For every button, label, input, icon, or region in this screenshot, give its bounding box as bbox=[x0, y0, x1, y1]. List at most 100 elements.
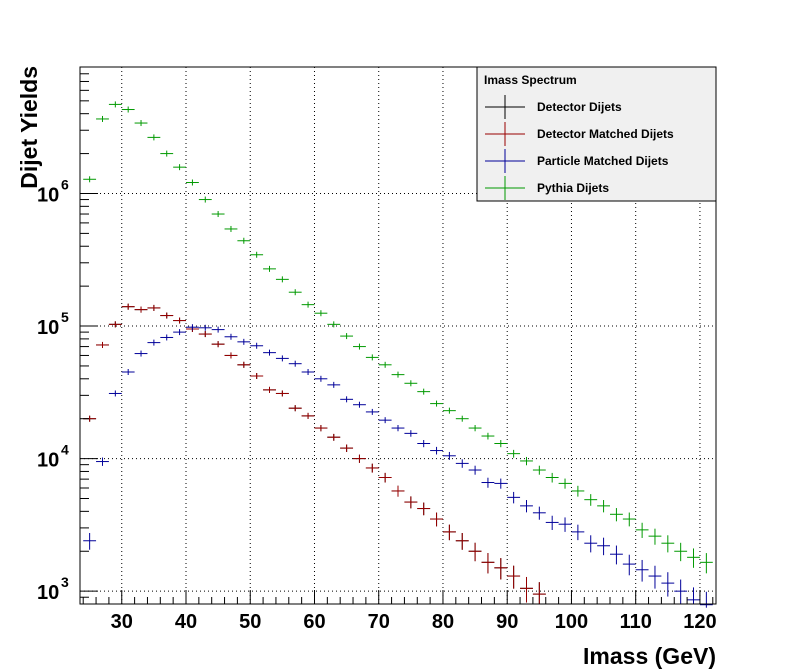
data-point bbox=[635, 559, 649, 582]
data-point bbox=[442, 451, 456, 460]
y-tick-exponent: 4 bbox=[61, 442, 69, 458]
data-point bbox=[391, 425, 405, 432]
data-point bbox=[699, 591, 713, 608]
data-point bbox=[417, 502, 431, 516]
data-point bbox=[520, 576, 533, 603]
data-point bbox=[250, 372, 264, 379]
data-point bbox=[275, 355, 289, 362]
data-point bbox=[378, 417, 392, 424]
x-tick-label: 100 bbox=[555, 611, 588, 633]
data-point bbox=[353, 401, 366, 408]
data-point bbox=[468, 542, 482, 562]
y-tick-base: 10 bbox=[37, 450, 59, 472]
data-point bbox=[340, 333, 354, 340]
grid bbox=[80, 67, 716, 604]
data-point bbox=[442, 407, 456, 414]
data-point bbox=[96, 115, 109, 122]
data-point bbox=[430, 512, 443, 527]
data-point bbox=[224, 225, 238, 232]
y-tick-label: 10 6 bbox=[37, 176, 69, 206]
data-point bbox=[558, 478, 572, 489]
y-axis-title: Dijet Yields bbox=[16, 66, 42, 189]
data-point bbox=[263, 386, 276, 393]
data-point bbox=[532, 506, 546, 520]
x-axis-ticks bbox=[82, 590, 714, 604]
y-tick-exponent: 3 bbox=[61, 574, 69, 590]
data-point bbox=[494, 478, 508, 489]
data-point bbox=[147, 304, 161, 311]
y-tick-exponent: 5 bbox=[61, 309, 69, 325]
data-point bbox=[571, 524, 585, 541]
data-point bbox=[134, 350, 148, 357]
data-point bbox=[160, 150, 174, 157]
data-point bbox=[198, 331, 212, 338]
data-point bbox=[545, 515, 559, 530]
data-point bbox=[340, 444, 354, 452]
data-point bbox=[468, 425, 482, 432]
x-tick-label: 60 bbox=[303, 611, 325, 633]
data-point bbox=[520, 500, 533, 513]
x-tick-label: 30 bbox=[111, 611, 133, 633]
data-point bbox=[622, 554, 636, 576]
x-tick-label: 80 bbox=[432, 611, 454, 633]
legend: Imass Spectrum Detector Dijets Detector M… bbox=[476, 66, 717, 202]
data-point bbox=[160, 334, 174, 341]
data-point bbox=[250, 342, 264, 349]
data-point bbox=[481, 477, 495, 488]
data-point bbox=[198, 196, 212, 203]
data-point bbox=[198, 324, 212, 331]
x-tick-label: 120 bbox=[683, 611, 716, 633]
data-point bbox=[468, 465, 482, 475]
data-point bbox=[417, 388, 431, 395]
data-point bbox=[327, 433, 341, 441]
x-tick-label: 90 bbox=[496, 611, 518, 633]
x-axis-title: Imass (GeV) bbox=[583, 643, 716, 669]
data-point bbox=[584, 494, 598, 506]
y-tick-label: 10 3 bbox=[37, 574, 69, 604]
x-tick-label: 110 bbox=[620, 611, 652, 633]
x-tick-label: 50 bbox=[239, 611, 261, 633]
data-point bbox=[597, 537, 610, 556]
data-point bbox=[301, 301, 315, 308]
data-point bbox=[173, 329, 186, 336]
data-point bbox=[442, 524, 456, 541]
data-point bbox=[404, 496, 418, 509]
data-point bbox=[391, 371, 405, 378]
x-tick-label: 40 bbox=[175, 611, 197, 633]
data-point bbox=[455, 532, 469, 550]
data-point bbox=[365, 408, 379, 415]
series-pythia-dijets bbox=[83, 101, 713, 574]
data-point bbox=[186, 324, 199, 331]
data-point bbox=[674, 579, 688, 604]
data-point bbox=[648, 528, 662, 545]
x-tick-label: 70 bbox=[368, 611, 390, 633]
data-point bbox=[237, 361, 251, 368]
data-point bbox=[674, 542, 688, 562]
data-point bbox=[301, 412, 315, 419]
data-point bbox=[532, 465, 546, 475]
data-point bbox=[430, 400, 443, 407]
data-point bbox=[481, 553, 495, 574]
data-point bbox=[597, 500, 610, 513]
data-point bbox=[237, 338, 251, 345]
data-point bbox=[250, 251, 264, 258]
y-tick-exponent: 6 bbox=[61, 176, 69, 192]
data-point bbox=[327, 321, 341, 328]
data-point bbox=[288, 360, 302, 367]
legend-label: Pythia Dijets bbox=[537, 181, 609, 195]
data-point bbox=[83, 176, 97, 183]
data-point bbox=[160, 312, 174, 319]
data-point bbox=[121, 106, 135, 113]
data-point bbox=[365, 354, 379, 361]
data-point bbox=[108, 321, 122, 328]
data-point bbox=[430, 446, 443, 455]
data-point bbox=[224, 352, 238, 359]
data-point bbox=[455, 415, 469, 422]
y-tick-label: 10 4 bbox=[37, 442, 69, 472]
legend-title: Imass Spectrum bbox=[484, 73, 577, 87]
data-point bbox=[455, 459, 469, 468]
data-point bbox=[237, 237, 251, 244]
series-layer bbox=[83, 101, 713, 608]
